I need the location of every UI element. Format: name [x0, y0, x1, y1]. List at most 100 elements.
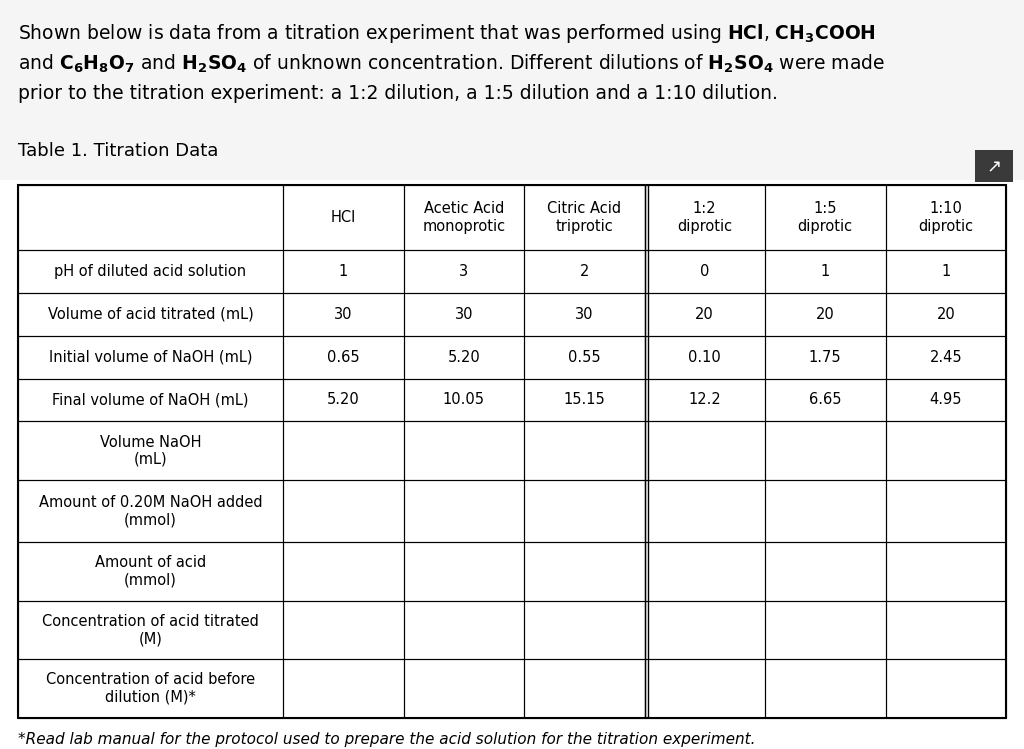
- Text: 5.20: 5.20: [327, 392, 359, 407]
- Text: 20: 20: [695, 307, 714, 322]
- Text: Acetic Acid
monoprotic: Acetic Acid monoprotic: [422, 201, 505, 234]
- Bar: [403, 250, 524, 293]
- Bar: [18, 336, 283, 378]
- Bar: [403, 422, 524, 480]
- Text: 1:10
diprotic: 1:10 diprotic: [919, 201, 974, 234]
- Bar: [886, 422, 1006, 480]
- Text: Concentration of acid before
dilution (M)*: Concentration of acid before dilution (M…: [46, 673, 255, 705]
- Text: 0.65: 0.65: [327, 350, 359, 365]
- Bar: [403, 542, 524, 601]
- Bar: [644, 378, 765, 422]
- Text: 4.95: 4.95: [930, 392, 962, 407]
- Text: 30: 30: [575, 307, 594, 322]
- Text: 30: 30: [455, 307, 473, 322]
- Bar: [403, 480, 524, 542]
- Bar: [283, 542, 403, 601]
- Bar: [644, 480, 765, 542]
- Bar: [524, 422, 644, 480]
- Text: Shown below is data from a titration experiment that was performed using $\mathb: Shown below is data from a titration exp…: [18, 22, 876, 45]
- Text: 20: 20: [816, 307, 835, 322]
- Bar: [524, 250, 644, 293]
- Text: HCl: HCl: [331, 210, 356, 225]
- Bar: [765, 336, 886, 378]
- Bar: [644, 542, 765, 601]
- Text: 1:2
diprotic: 1:2 diprotic: [677, 201, 732, 234]
- Text: 30: 30: [334, 307, 352, 322]
- Bar: [403, 378, 524, 422]
- Bar: [886, 336, 1006, 378]
- Bar: [403, 601, 524, 659]
- Text: and $\mathbf{C_6H_8O_7}$ and $\mathbf{H_2SO_4}$ of unknown concentration. Differ: and $\mathbf{C_6H_8O_7}$ and $\mathbf{H_…: [18, 53, 885, 76]
- Bar: [644, 422, 765, 480]
- Text: Amount of acid
(mmol): Amount of acid (mmol): [95, 555, 206, 588]
- Text: 2: 2: [580, 264, 589, 279]
- Bar: [18, 480, 283, 542]
- Bar: [403, 185, 524, 250]
- Bar: [283, 336, 403, 378]
- Text: Citric Acid
triprotic: Citric Acid triprotic: [547, 201, 622, 234]
- Bar: [283, 378, 403, 422]
- Bar: [886, 378, 1006, 422]
- Text: prior to the titration experiment: a 1:2 dilution, a 1:5 dilution and a 1:10 dil: prior to the titration experiment: a 1:2…: [18, 84, 778, 103]
- Bar: [403, 659, 524, 718]
- Bar: [0, 0, 1024, 180]
- Bar: [524, 336, 644, 378]
- Text: Initial volume of NaOH (mL): Initial volume of NaOH (mL): [49, 350, 252, 365]
- Bar: [283, 185, 403, 250]
- Bar: [18, 542, 283, 601]
- Text: Amount of 0.20M NaOH added
(mmol): Amount of 0.20M NaOH added (mmol): [39, 495, 262, 527]
- Bar: [403, 293, 524, 336]
- Text: 1:5
diprotic: 1:5 diprotic: [798, 201, 853, 234]
- Text: Concentration of acid titrated
(M): Concentration of acid titrated (M): [42, 614, 259, 646]
- Text: Table 1. Titration Data: Table 1. Titration Data: [18, 142, 218, 160]
- Bar: [18, 250, 283, 293]
- Bar: [18, 422, 283, 480]
- Bar: [283, 601, 403, 659]
- Text: 0: 0: [700, 264, 710, 279]
- Bar: [283, 659, 403, 718]
- Bar: [18, 601, 283, 659]
- Text: 0.55: 0.55: [568, 350, 600, 365]
- Bar: [283, 480, 403, 542]
- Bar: [18, 293, 283, 336]
- Bar: [644, 601, 765, 659]
- Bar: [524, 659, 644, 718]
- Text: 1: 1: [820, 264, 829, 279]
- Bar: [886, 250, 1006, 293]
- Bar: [765, 185, 886, 250]
- Text: 1: 1: [941, 264, 950, 279]
- Bar: [18, 659, 283, 718]
- Bar: [524, 378, 644, 422]
- Bar: [524, 542, 644, 601]
- Bar: [403, 336, 524, 378]
- Bar: [765, 422, 886, 480]
- Bar: [886, 659, 1006, 718]
- Text: 15.15: 15.15: [563, 392, 605, 407]
- Bar: [765, 378, 886, 422]
- Bar: [886, 480, 1006, 542]
- Text: 2.45: 2.45: [930, 350, 963, 365]
- Text: 10.05: 10.05: [442, 392, 484, 407]
- Text: ↗: ↗: [986, 158, 1001, 176]
- Bar: [644, 336, 765, 378]
- Bar: [644, 185, 765, 250]
- Text: 5.20: 5.20: [447, 350, 480, 365]
- Bar: [283, 422, 403, 480]
- Bar: [644, 293, 765, 336]
- Text: 0.10: 0.10: [688, 350, 721, 365]
- Bar: [765, 293, 886, 336]
- Bar: [18, 185, 1006, 718]
- Bar: [644, 250, 765, 293]
- Text: 20: 20: [936, 307, 955, 322]
- Text: 1.75: 1.75: [809, 350, 842, 365]
- Bar: [524, 185, 644, 250]
- Text: Final volume of NaOH (mL): Final volume of NaOH (mL): [52, 392, 249, 407]
- Bar: [18, 185, 283, 250]
- Text: 3: 3: [459, 264, 468, 279]
- Bar: [18, 378, 283, 422]
- Bar: [765, 480, 886, 542]
- Bar: [975, 150, 1013, 182]
- Bar: [524, 480, 644, 542]
- Bar: [765, 250, 886, 293]
- Bar: [886, 601, 1006, 659]
